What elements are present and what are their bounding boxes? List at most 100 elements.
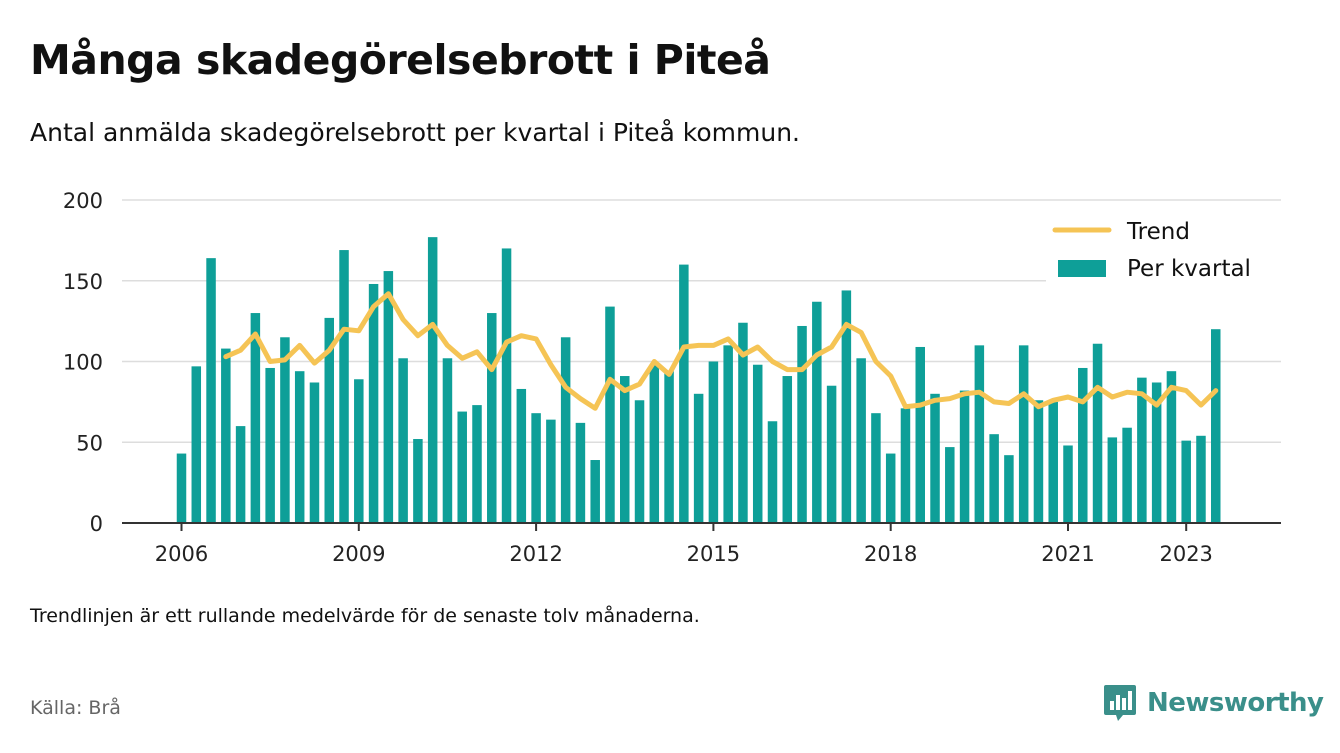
y-tick-label: 150: [63, 270, 103, 294]
bar: [560, 337, 571, 523]
x-tick-label: 2012: [509, 542, 562, 566]
y-tick-label: 50: [76, 431, 103, 455]
bar: [649, 364, 660, 523]
bar: [1211, 329, 1221, 523]
bar: [1018, 345, 1029, 523]
bar: [723, 345, 733, 523]
bar: [324, 317, 334, 523]
x-tick-label: 2018: [864, 542, 917, 566]
x-axis-labels: 2006 2009 2012 2015 2018 2021 2023: [155, 542, 1213, 566]
bar: [575, 422, 586, 523]
bar: [1048, 401, 1058, 523]
bar: [1078, 367, 1088, 523]
bar: [294, 371, 305, 523]
brand-logo: Newsworthy: [1103, 683, 1324, 723]
x-tick-label: 2006: [155, 542, 208, 566]
bar: [487, 313, 497, 523]
bar: [472, 405, 482, 523]
bar: [368, 283, 379, 523]
bar: [280, 337, 290, 523]
bar: [206, 258, 216, 523]
bar: [900, 408, 911, 523]
bar: [974, 345, 985, 523]
legend-bars-label: Per kvartal: [1127, 256, 1251, 282]
x-tick-label: 2009: [332, 542, 385, 566]
bar: [1063, 445, 1073, 523]
bar: [250, 313, 261, 523]
bar: [930, 393, 940, 523]
x-tick-label: 2021: [1041, 542, 1094, 566]
chart-title: Många skadegörelsebrott i Piteå: [30, 36, 771, 84]
bar: [221, 348, 231, 523]
y-axis-labels: 0 50 100 150 200: [63, 189, 103, 536]
footnote: Trendlinjen är ett rullande medelvärde f…: [30, 605, 700, 627]
bar: [1181, 440, 1191, 523]
trend-line: [223, 291, 1219, 411]
y-tick-label: 0: [90, 512, 103, 536]
bar: [708, 361, 719, 523]
bar: [546, 419, 556, 523]
bar: [1196, 435, 1206, 523]
bar: [176, 453, 187, 523]
bar: [1092, 343, 1103, 523]
bar: [620, 376, 630, 523]
bar: [767, 421, 778, 523]
x-tick-label: 2015: [687, 542, 740, 566]
bar: [679, 264, 689, 523]
bar: [634, 400, 645, 523]
legend-trend-label: Trend: [1126, 219, 1190, 245]
trend-line-group: [223, 291, 1219, 411]
bar: [1151, 382, 1162, 523]
bar: [516, 388, 527, 523]
bar: [915, 346, 925, 523]
y-tick-label: 200: [63, 189, 103, 213]
legend: Trend Per kvartal: [1046, 212, 1282, 284]
bar: [989, 434, 999, 523]
bar-chart: 0 50 100 150 200 2006 2009 2012 2015 2018 2021 202…: [63, 189, 1282, 566]
bar: [1033, 400, 1044, 523]
source-label: Källa: Brå: [30, 697, 121, 719]
bar: [235, 426, 246, 523]
bar: [664, 371, 674, 523]
y-tick-label: 100: [63, 351, 103, 375]
bar: [383, 271, 394, 523]
bar: [605, 306, 615, 523]
bar: [826, 385, 837, 523]
bar: [856, 358, 866, 523]
bar: [442, 358, 453, 523]
bar: [1166, 371, 1177, 523]
brand-name: Newsworthy: [1147, 688, 1324, 718]
bar: [354, 379, 364, 523]
bar: [693, 393, 704, 523]
bar: [427, 237, 438, 523]
bar: [959, 390, 970, 523]
bar: [782, 376, 793, 523]
bars: [176, 237, 1221, 523]
bar: [590, 460, 600, 523]
x-tick-label: 2023: [1159, 542, 1212, 566]
bar: [339, 250, 349, 523]
bar: [945, 447, 955, 523]
bar: [885, 453, 896, 523]
bar: [531, 413, 541, 523]
x-axis: [122, 522, 1281, 531]
bar: [413, 439, 423, 523]
bar: [812, 301, 822, 523]
bar: [752, 364, 763, 523]
bar: [265, 367, 275, 523]
bar: [1107, 437, 1118, 523]
bar: [738, 322, 748, 523]
newsworthy-icon: [1104, 685, 1136, 721]
bar: [501, 248, 512, 523]
chart-subtitle: Antal anmälda skadegörelsebrott per kvar…: [30, 118, 800, 147]
bar: [871, 413, 881, 523]
bar: [398, 358, 408, 523]
bar: [457, 411, 467, 523]
bar: [1004, 455, 1014, 523]
bar: [191, 366, 202, 523]
bar: [1122, 427, 1132, 523]
bar: [797, 325, 807, 523]
bar: [1137, 377, 1147, 523]
bar: [841, 290, 852, 523]
bar: [309, 382, 320, 523]
